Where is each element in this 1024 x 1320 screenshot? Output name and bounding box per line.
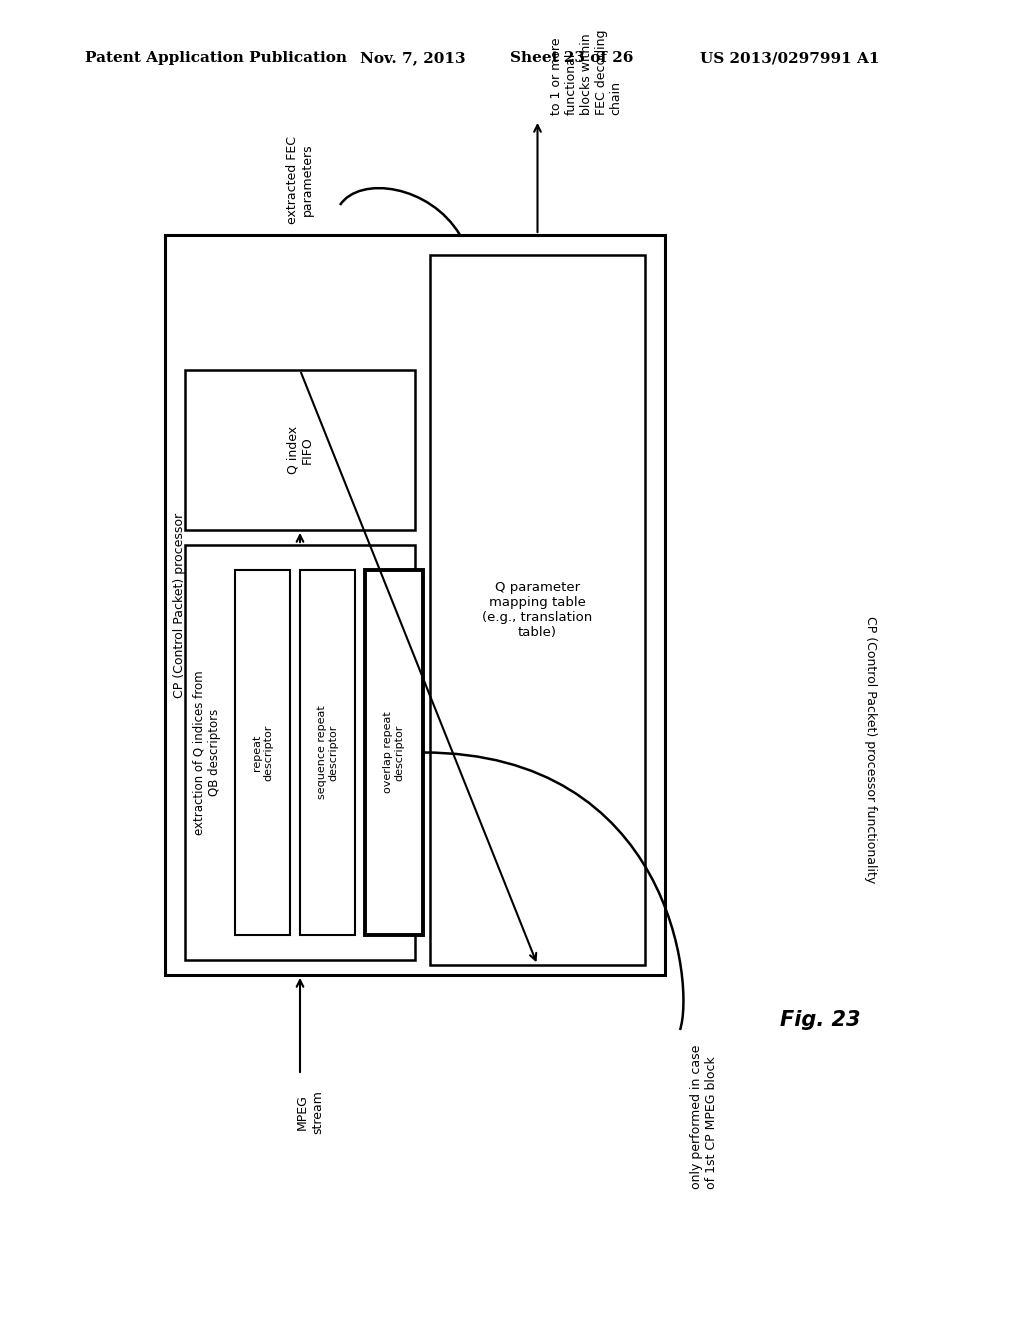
Text: Fig. 23: Fig. 23 <box>779 1010 860 1030</box>
Text: Nov. 7, 2013: Nov. 7, 2013 <box>360 51 466 65</box>
Text: overlap repeat
descriptor: overlap repeat descriptor <box>383 711 404 793</box>
Text: extraction of Q indices from
QB descriptors: extraction of Q indices from QB descript… <box>193 671 221 834</box>
Text: Q index
FIFO: Q index FIFO <box>286 426 314 474</box>
Text: repeat
descriptor: repeat descriptor <box>252 725 273 780</box>
Text: to 1 or more
functional
blocks within
FEC decoding
chain: to 1 or more functional blocks within FE… <box>550 29 623 115</box>
Bar <box>185 545 415 960</box>
Text: MPEG
stream: MPEG stream <box>296 1090 324 1134</box>
Bar <box>185 370 415 531</box>
Bar <box>234 570 290 935</box>
Text: sequence repeat
descriptor: sequence repeat descriptor <box>316 706 338 800</box>
Text: Sheet 23 of 26: Sheet 23 of 26 <box>510 51 634 65</box>
Bar <box>365 570 423 935</box>
Text: Patent Application Publication: Patent Application Publication <box>85 51 347 65</box>
Text: CP (Control Packet) processor: CP (Control Packet) processor <box>172 512 185 697</box>
Bar <box>430 255 645 965</box>
Text: CP (Control Packet) processor functionality: CP (Control Packet) processor functional… <box>863 616 877 883</box>
Text: extracted FEC
parameters: extracted FEC parameters <box>286 136 314 224</box>
Text: US 2013/0297991 A1: US 2013/0297991 A1 <box>700 51 880 65</box>
Bar <box>300 570 355 935</box>
Text: Q parameter
mapping table
(e.g., translation
table): Q parameter mapping table (e.g., transla… <box>482 581 593 639</box>
Bar <box>165 235 665 975</box>
Text: only performed in case
of 1st CP MPEG block: only performed in case of 1st CP MPEG bl… <box>690 1045 718 1189</box>
